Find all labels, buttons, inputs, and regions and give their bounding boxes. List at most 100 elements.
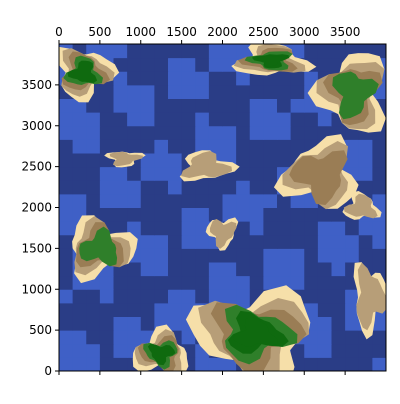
y-tick-label: 1000 [21,282,52,296]
heatmap-water-cell [127,330,142,345]
heatmap-water-cell [236,289,251,304]
heatmap-water-cell [304,289,319,304]
y-tick-label: 2000 [21,201,52,215]
heatmap-water-cell [345,302,360,317]
heatmap-water-cell [236,166,251,181]
heatmap-water-cell [290,44,305,59]
heatmap-water-cell [195,112,210,127]
heatmap-water-cell [249,275,264,290]
heatmap-water-cell [358,357,373,371]
heatmap-water-cell [181,289,196,304]
heatmap-water-cell [59,330,74,345]
heatmap-water-cell [72,316,87,331]
heatmap-water-cell [222,193,237,208]
heatmap-water-cell [222,262,237,277]
heatmap-water-cell [236,139,251,154]
heatmap-island-contour [258,55,286,67]
heatmap-water-cell [358,153,373,168]
heatmap-water-cell [317,57,332,72]
heatmap-water-cell [195,248,210,263]
heatmap-water-cell [208,180,223,195]
heatmap-water-cell [113,330,128,345]
heatmap-water-cell [345,139,360,154]
heatmap-water-cell [168,289,183,304]
heatmap-water-cell [317,112,332,127]
heatmap-water-cell [99,193,114,208]
heatmap-water-cell [304,343,319,358]
heatmap-water-cell [113,275,128,290]
heatmap-water-cell [140,44,155,59]
heatmap-water-cell [222,248,237,263]
heatmap-water-cell [304,207,319,222]
heatmap-water-cell [127,139,142,154]
heatmap-water-cell [181,98,196,113]
heatmap-water-cell [181,180,196,195]
heatmap-water-cell [140,234,155,249]
heatmap-water-cell [331,357,346,371]
heatmap-water-cell [372,357,386,371]
heatmap-water-cell [263,207,278,222]
heatmap-water-cell [195,207,210,222]
heatmap-water-cell [127,112,142,127]
heatmap-water-cell [59,180,74,195]
heatmap-water-cell [154,57,169,72]
heatmap-water-cell [263,275,278,290]
heatmap-water-cell [140,207,155,222]
heatmap-water-cell [249,166,264,181]
heatmap-water-cell [208,57,223,72]
heatmap-water-cell [181,262,196,277]
heatmap-water-cell [331,316,346,331]
heatmap-water-cell [290,112,305,127]
heatmap-water-cell [72,139,87,154]
heatmap-water-cell [168,84,183,99]
heatmap-water-cell [168,125,183,140]
x-axis: 0 500 1000 1500 2000 2500 3000 3500 [55,25,360,375]
heatmap-water-cell [195,357,210,371]
heatmap-water-cell [127,125,142,140]
heatmap-water-cell [222,289,237,304]
heatmap-water-cell [249,193,264,208]
heatmap-water-cell [99,343,114,358]
heatmap-water-cell [59,357,74,371]
heatmap-water-cell [304,262,319,277]
y-tick-label: 3500 [21,78,52,92]
x-tick-label: 3500 [330,25,361,39]
heatmap-water-cell [236,153,251,168]
heatmap-water-cell [154,275,169,290]
heatmap-water-cell [290,139,305,154]
heatmap-water-cell [236,71,251,86]
heatmap-water-cell [345,221,360,236]
heatmap-water-cell [372,262,386,277]
heatmap-water-cell [127,166,142,181]
heatmap-water-cell [331,275,346,290]
heatmap-water-cell [113,193,128,208]
y-tick-label: 1500 [21,241,52,255]
heatmap-water-cell [140,125,155,140]
heatmap-water-cell [236,234,251,249]
heatmap-water-cell [372,248,386,263]
heatmap-water-cell [222,139,237,154]
heatmap-water-cell [99,44,114,59]
heatmap-water-cell [317,275,332,290]
heatmap-water-cell [168,221,183,236]
heatmap-water-cell [154,166,169,181]
heatmap-water-cell [99,330,114,345]
heatmap-water-cell [154,248,169,263]
y-axis: 0 500 1000 1500 2000 2500 3000 3500 [21,78,59,378]
heatmap-water-cell [195,84,210,99]
heatmap-water-cell [181,139,196,154]
heatmap-water-cell [372,44,386,59]
heatmap-water-cell [290,71,305,86]
heatmap-water-cell [154,112,169,127]
heatmap-water-cell [317,234,332,249]
heatmap-water-cell [345,289,360,304]
heatmap-water-cell [154,98,169,113]
heatmap-water-cell [127,262,142,277]
heatmap-water-cell [59,262,74,277]
heatmap-water-cell [331,289,346,304]
heatmap-water-cell [113,343,128,358]
heatmap-water-cell [195,98,210,113]
heatmap-water-cell [127,180,142,195]
heatmap-water-cell [140,112,155,127]
heatmap-water-cell [99,207,114,222]
